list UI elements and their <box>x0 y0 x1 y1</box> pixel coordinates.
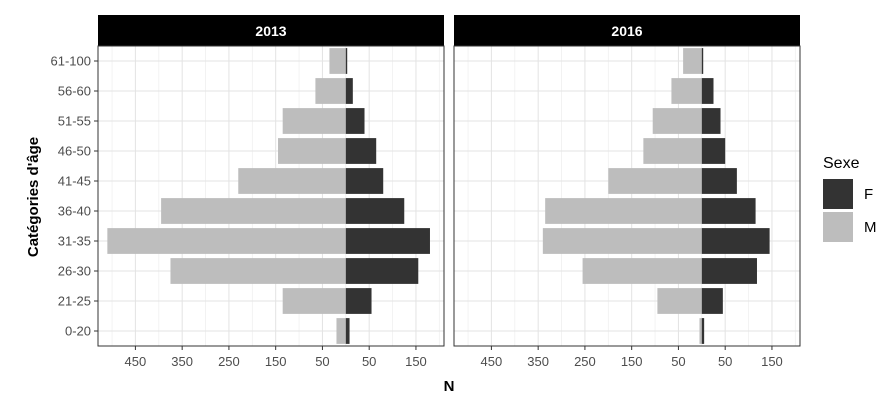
y-tick-label: 26-30 <box>58 264 91 279</box>
bar-m <box>161 198 346 224</box>
x-tick-label: 50 <box>362 354 376 369</box>
y-tick-label: 51-55 <box>58 114 91 129</box>
bar-f <box>345 258 419 284</box>
x-axis-title: N <box>444 378 455 393</box>
x-tick-label: 350 <box>171 354 193 369</box>
legend-label-m: M <box>864 219 877 236</box>
bar-m <box>170 258 346 284</box>
bar-f <box>345 168 384 194</box>
bar-m <box>329 48 346 74</box>
bar-f <box>701 228 770 254</box>
legend-title: Sexe <box>823 155 860 172</box>
y-tick-label: 21-25 <box>58 294 91 309</box>
bar-m <box>282 288 346 314</box>
legend-swatch-m <box>823 212 853 242</box>
bar-m <box>315 78 346 104</box>
x-tick-label: 50 <box>671 354 685 369</box>
bar-f <box>345 48 348 74</box>
y-tick-label: 46-50 <box>58 144 91 159</box>
bar-f <box>701 78 714 104</box>
bar-m <box>671 78 702 104</box>
bar-m <box>542 228 702 254</box>
legend-swatch-f <box>823 179 853 209</box>
bar-f <box>345 198 405 224</box>
panel-border <box>97 45 445 347</box>
x-tick-label: 150 <box>621 354 643 369</box>
x-tick-label: 50 <box>315 354 329 369</box>
y-tick-label: 61-100 <box>51 54 91 69</box>
bar-f <box>345 108 365 134</box>
bar-f <box>701 198 756 224</box>
x-tick-label: 150 <box>761 354 783 369</box>
bar-f <box>345 318 350 344</box>
x-tick-label: 450 <box>481 354 503 369</box>
panel-title: 2013 <box>255 23 286 39</box>
bar-m <box>657 288 702 314</box>
bar-f <box>701 108 721 134</box>
y-axis-title: Catégories d'âge <box>25 137 42 257</box>
bar-m <box>652 108 702 134</box>
x-tick-label: 250 <box>574 354 596 369</box>
bar-m <box>336 318 346 344</box>
bar-f <box>701 288 723 314</box>
bar-f <box>701 168 737 194</box>
bar-f <box>701 318 705 344</box>
legend-label-f: F <box>864 186 873 203</box>
bar-m <box>608 168 702 194</box>
bar-m <box>683 48 702 74</box>
x-tick-label: 250 <box>218 354 240 369</box>
bar-f <box>345 288 372 314</box>
x-tick-label: 150 <box>265 354 287 369</box>
bar-f <box>701 138 726 164</box>
y-tick-label: 0-20 <box>65 324 91 339</box>
panel-border <box>453 45 801 347</box>
panel-title: 2016 <box>611 23 642 39</box>
bar-m <box>238 168 346 194</box>
y-tick-label: 31-35 <box>58 234 91 249</box>
bar-m <box>278 138 346 164</box>
panel-strip <box>454 15 800 46</box>
bar-f <box>345 78 353 104</box>
x-tick-label: 50 <box>718 354 732 369</box>
bar-m <box>582 258 702 284</box>
panel-background <box>454 46 800 346</box>
panel-strip <box>98 15 444 46</box>
x-tick-label: 150 <box>405 354 427 369</box>
x-tick-label: 450 <box>125 354 147 369</box>
bar-f <box>701 258 757 284</box>
bar-f <box>701 48 704 74</box>
bar-m <box>643 138 702 164</box>
panel-background <box>98 46 444 346</box>
y-tick-label: 41-45 <box>58 174 91 189</box>
y-tick-label: 36-40 <box>58 204 91 219</box>
bar-m <box>107 228 346 254</box>
bar-m <box>282 108 346 134</box>
x-tick-label: 350 <box>527 354 549 369</box>
y-tick-label: 56-60 <box>58 84 91 99</box>
bar-f <box>345 138 377 164</box>
bar-m <box>545 198 702 224</box>
bar-f <box>345 228 430 254</box>
bar-m <box>699 318 702 344</box>
